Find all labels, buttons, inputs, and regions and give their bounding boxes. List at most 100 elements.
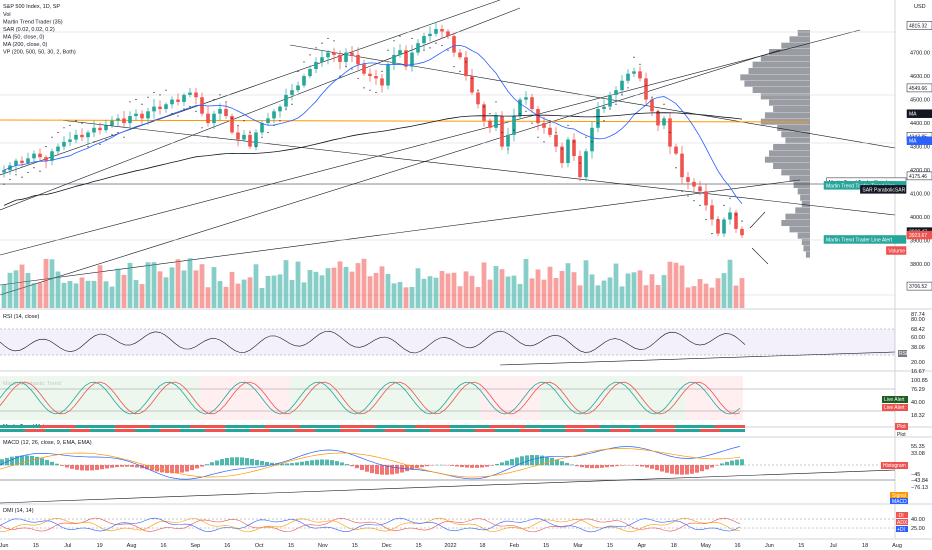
meter-cell — [665, 425, 670, 428]
candle-body — [686, 177, 690, 182]
candle-body — [602, 106, 606, 109]
price-tag — [906, 136, 932, 145]
macd-hist — [65, 465, 69, 468]
volume-bar — [373, 272, 379, 308]
macd-hist — [430, 465, 434, 466]
time-tick: 19 — [97, 543, 103, 549]
meter-cell — [580, 429, 585, 432]
sar-dot — [567, 124, 569, 127]
macd-hist — [105, 465, 109, 469]
time-tick: Nov — [318, 543, 328, 549]
candle-body — [278, 106, 282, 112]
sar-dot — [309, 54, 311, 56]
sar-dot — [99, 143, 101, 145]
volume-bar — [139, 284, 145, 308]
meter-cell — [55, 425, 60, 428]
candle-body — [68, 139, 72, 142]
macd-hist — [265, 461, 269, 466]
macd-hist — [370, 465, 374, 474]
profile-bar — [795, 207, 810, 214]
meter-cell — [120, 425, 125, 428]
meter-cell — [65, 425, 70, 428]
macd-hist — [205, 464, 209, 466]
macd-tick: 33.08 — [911, 451, 925, 457]
price-tag — [906, 281, 932, 291]
candle-body — [470, 76, 474, 93]
profile-bar — [803, 245, 810, 252]
meter-cell — [375, 429, 380, 432]
candle-body — [134, 113, 138, 117]
price-tag — [906, 171, 932, 181]
meter-cell — [185, 425, 190, 428]
meter-cell — [385, 429, 390, 432]
macd-hist — [420, 465, 424, 468]
meter-cell — [740, 425, 745, 428]
macd-hist — [190, 465, 194, 471]
volume-bar — [739, 278, 745, 308]
macd-tag-box — [890, 492, 908, 498]
sar-dot — [441, 44, 443, 47]
meter-cell — [250, 429, 255, 432]
candle-body — [614, 90, 618, 95]
meter-cell — [310, 429, 315, 432]
sar-dot — [639, 63, 641, 65]
macd-hist — [560, 461, 564, 466]
sar-dot — [693, 200, 695, 202]
candle-body — [242, 134, 246, 140]
macd-hist — [10, 456, 14, 466]
price-tag-label: 3706.52 — [909, 284, 927, 290]
candle-body — [32, 153, 36, 159]
candle-body — [194, 92, 198, 98]
meter-cell — [165, 425, 170, 428]
profile-bar — [789, 175, 810, 182]
meter-cell — [60, 425, 65, 428]
sar-dot — [543, 141, 545, 143]
volume-bar — [331, 267, 337, 308]
meter-cell — [220, 425, 225, 428]
meter-cell — [285, 425, 290, 428]
profile-bar — [797, 30, 810, 37]
meter-cell — [725, 429, 730, 432]
profile-bar — [752, 87, 810, 94]
meter-cell — [65, 429, 70, 432]
meter-cell — [5, 429, 10, 432]
meter-cell — [60, 429, 65, 432]
macd-hist — [590, 465, 594, 469]
macd-hist — [35, 456, 39, 466]
volume-bar — [703, 283, 709, 308]
price-axis[interactable]: 4700.00 4600.00 4500.00 4400.00 4300.00 4200.… — [823, 21, 932, 291]
sar-dot — [243, 120, 245, 122]
meter-cell — [425, 425, 430, 428]
macd-hist — [655, 465, 659, 471]
indicator-legend[interactable]: Vol Martin Trend Trader (35)SAR (0.02, 0.… — [3, 12, 76, 56]
meter-cell — [30, 425, 35, 428]
macd-hist — [280, 463, 284, 466]
volume-bar — [103, 281, 109, 308]
meter-cell — [470, 429, 475, 432]
macd-hist — [310, 460, 314, 466]
meter-cell — [640, 425, 645, 428]
meter-cell — [275, 425, 280, 428]
meter-cell — [705, 429, 710, 432]
rsi-tick: 38.06 — [911, 345, 925, 351]
candle-body — [608, 94, 612, 107]
meter-cell — [235, 429, 240, 432]
macd-hist — [250, 458, 254, 466]
meter-cell — [175, 425, 180, 428]
sar-dot — [561, 148, 563, 150]
macd-hist — [100, 465, 104, 470]
profile-bar — [805, 251, 810, 258]
meter-cell — [565, 425, 570, 428]
rsi-tick: 68.42 — [911, 327, 925, 333]
candle-body — [476, 92, 480, 105]
meter-cell — [125, 425, 130, 428]
candle-body — [596, 108, 600, 128]
meter-cell — [200, 425, 205, 428]
meter-cell — [570, 429, 575, 432]
candle-body — [524, 97, 528, 100]
legend-item: Vol — [3, 12, 11, 18]
meter-cell — [375, 425, 380, 428]
time-axis: Jun 15 Jul 19 Aug 16 Sep 16 Oct 15 Nov 15 Dec 15 2022 1… — [0, 538, 932, 549]
volume-bar — [367, 276, 373, 308]
time-tick: Mar — [573, 543, 583, 549]
